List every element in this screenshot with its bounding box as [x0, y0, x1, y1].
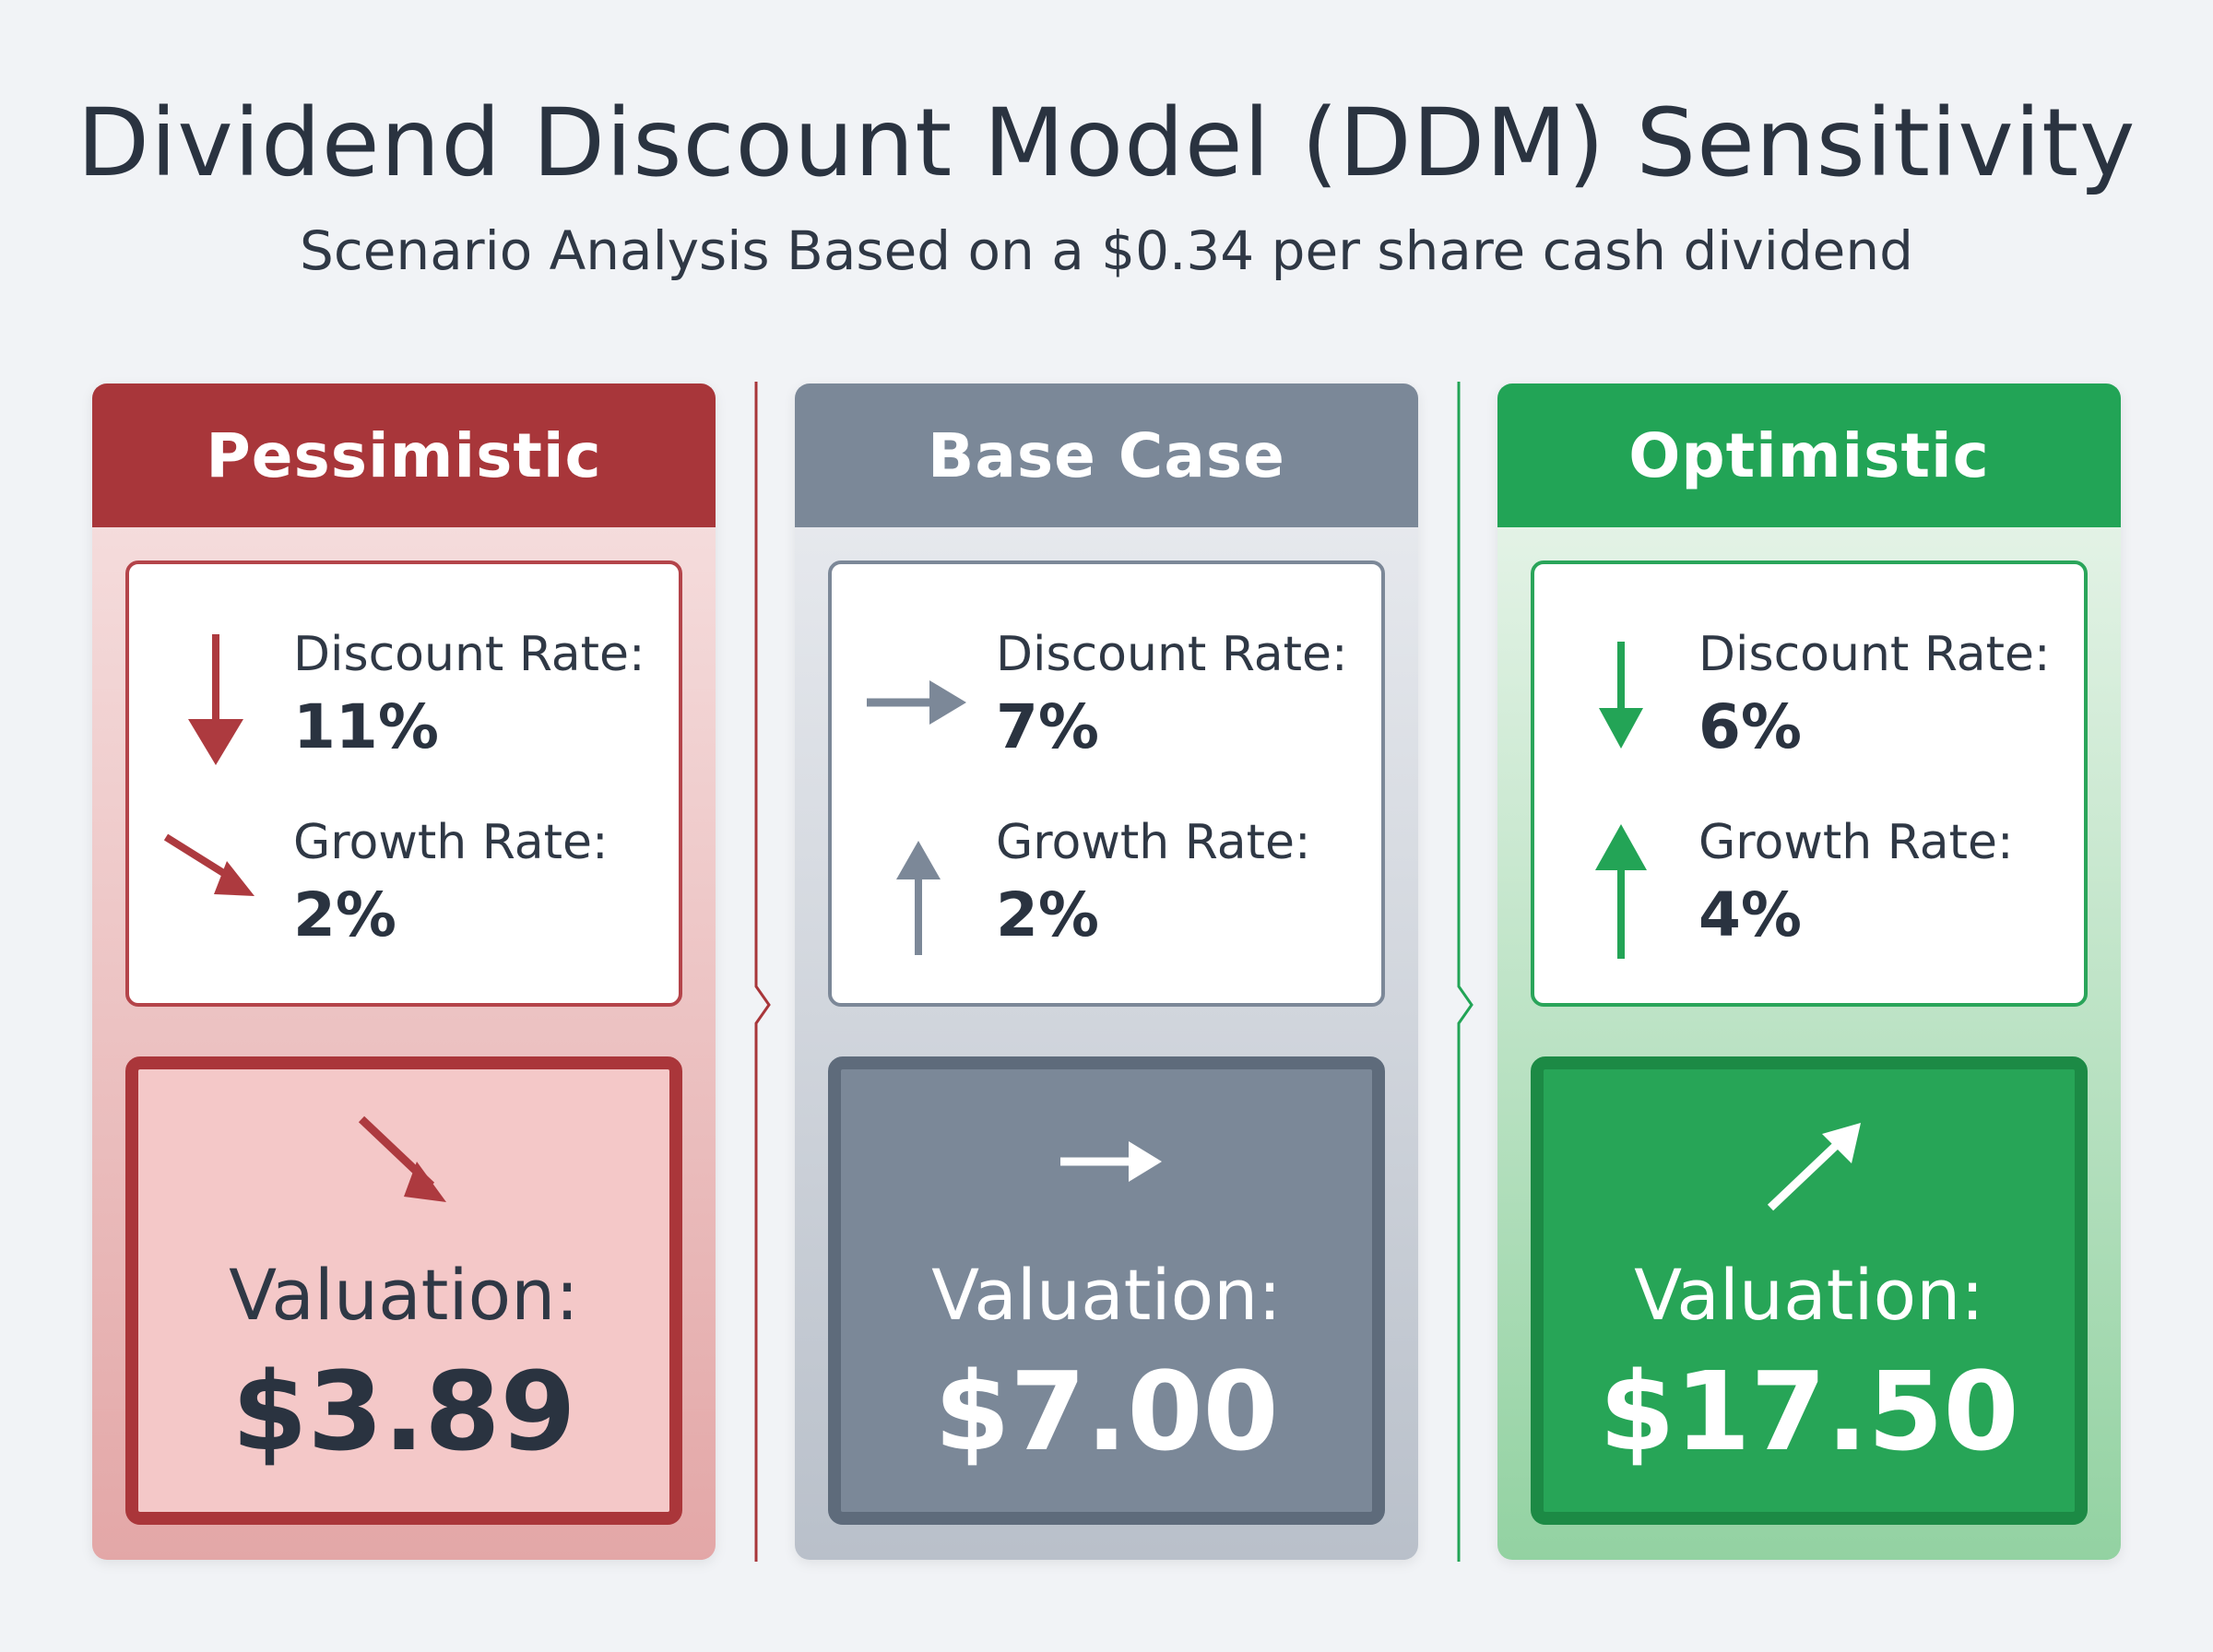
growth-rate-row: Growth Rate: 2%: [129, 815, 679, 981]
scenario-card-optimistic: Optimistic Discount Rate: 6% Growth Rate…: [1497, 384, 2121, 1560]
arrow-down-right-icon: [358, 1115, 446, 1202]
rates-panel: Discount Rate: 11% Growth Rate: 2%: [125, 560, 682, 1007]
growth-rate-row: Growth Rate: 2%: [832, 815, 1381, 981]
discount-rate-row: Discount Rate: 7%: [832, 627, 1381, 793]
discount-rate-label: Discount Rate:: [1698, 627, 2051, 682]
discount-rate-row: Discount Rate: 6%: [1534, 627, 2084, 793]
arrow-down-icon: [1599, 642, 1643, 749]
discount-rate-row: Discount Rate: 11%: [129, 627, 679, 793]
valuation-label: Valuation:: [931, 1254, 1282, 1336]
growth-rate-row: Growth Rate: 4%: [1534, 815, 2084, 981]
valuation-box: Valuation: $3.89: [125, 1056, 682, 1525]
divider-arrow-1: [754, 382, 771, 1562]
growth-rate-value: 2%: [293, 879, 397, 950]
valuation-value: $3.89: [231, 1348, 576, 1475]
scenario-header: Optimistic: [1497, 384, 2121, 527]
page-subtitle: Scenario Analysis Based on a $0.34 per s…: [300, 219, 1913, 282]
scenario-header: Pessimistic: [92, 384, 716, 527]
arrow-up-icon: [896, 841, 941, 955]
scenario-header: Base Case: [795, 384, 1418, 527]
discount-rate-label: Discount Rate:: [996, 627, 1348, 682]
arrow-down-right-icon: [163, 833, 254, 896]
discount-rate-label: Discount Rate:: [293, 627, 645, 682]
growth-rate-value: 4%: [1698, 879, 1803, 950]
valuation-label: Valuation:: [229, 1254, 579, 1336]
rates-panel: Discount Rate: 6% Growth Rate: 4%: [1531, 560, 2088, 1007]
growth-rate-label: Growth Rate:: [996, 815, 1311, 870]
valuation-value: $17.50: [1599, 1348, 2019, 1475]
arrow-down-icon: [188, 634, 243, 765]
growth-rate-value: 2%: [996, 879, 1100, 950]
scenario-card-pessimistic: Pessimistic Discount Rate: 11% Growth Ra…: [92, 384, 716, 1560]
growth-rate-label: Growth Rate:: [1698, 815, 2014, 870]
divider-arrow-2: [1457, 382, 1473, 1562]
discount-rate-value: 7%: [996, 691, 1100, 762]
valuation-value: $7.00: [934, 1348, 1279, 1475]
growth-rate-label: Growth Rate:: [293, 815, 609, 870]
arrow-up-right-icon: [1767, 1123, 1861, 1211]
arrow-up-icon: [1595, 824, 1647, 959]
scenario-card-base: Base Case Discount Rate: 7% Growth Rate:…: [795, 384, 1418, 1560]
discount-rate-value: 6%: [1698, 691, 1803, 762]
valuation-box: Valuation: $17.50: [1531, 1056, 2088, 1525]
page-title: Dividend Discount Model (DDM) Sensitivit…: [77, 88, 2136, 198]
arrow-right-icon: [1060, 1141, 1162, 1182]
valuation-box: Valuation: $7.00: [828, 1056, 1385, 1525]
discount-rate-value: 11%: [293, 691, 439, 762]
valuation-label: Valuation:: [1634, 1254, 1984, 1336]
arrow-right-icon: [867, 680, 966, 725]
rates-panel: Discount Rate: 7% Growth Rate: 2%: [828, 560, 1385, 1007]
